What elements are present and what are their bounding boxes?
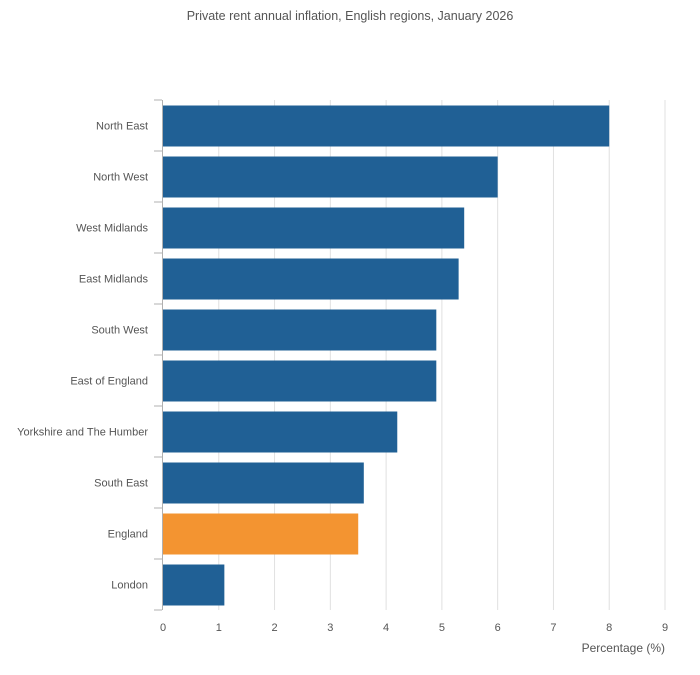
bar-yorkshire-and-the-humber bbox=[163, 411, 398, 453]
x-tick-label: 2 bbox=[271, 622, 277, 634]
x-tick-label: 9 bbox=[662, 622, 668, 634]
bar-south-west bbox=[163, 309, 437, 351]
x-tick-label: 7 bbox=[550, 622, 556, 634]
chart-title: Private rent annual inflation, English r… bbox=[187, 9, 514, 23]
bar-london bbox=[163, 564, 225, 606]
x-tick-label: 1 bbox=[216, 622, 222, 634]
x-tick-label: 3 bbox=[327, 622, 333, 634]
bar-south-east bbox=[163, 462, 364, 504]
category-label: London bbox=[111, 580, 148, 592]
category-labels: North East North West West Midlands East Mi… bbox=[17, 121, 148, 592]
bar-east-of-england bbox=[163, 360, 437, 402]
category-label: Yorkshire and The Humber bbox=[17, 427, 148, 439]
bar-north-west bbox=[163, 156, 498, 198]
bar-north-east bbox=[163, 105, 610, 147]
category-label: South West bbox=[91, 325, 148, 337]
x-axis-title: Percentage (%) bbox=[582, 641, 665, 655]
bar-england bbox=[163, 513, 359, 555]
x-tick-label: 6 bbox=[495, 622, 501, 634]
x-tick-label: 5 bbox=[439, 622, 445, 634]
category-label: North West bbox=[93, 172, 148, 184]
axes bbox=[154, 99, 163, 611]
category-label: North East bbox=[96, 121, 148, 133]
bar-east-midlands bbox=[163, 258, 459, 300]
bar-west-midlands bbox=[163, 207, 465, 249]
category-label: England bbox=[108, 529, 148, 541]
x-tick-label: 4 bbox=[383, 622, 389, 634]
bars bbox=[163, 105, 610, 606]
x-tick-label: 8 bbox=[606, 622, 612, 634]
x-tick-label: 0 bbox=[160, 622, 166, 634]
category-label: South East bbox=[94, 478, 148, 490]
category-label: East of England bbox=[70, 376, 148, 388]
x-tick-labels: 0 1 2 3 4 5 6 7 8 9 bbox=[160, 622, 668, 634]
category-label: East Midlands bbox=[79, 274, 149, 286]
category-label: West Midlands bbox=[76, 223, 148, 235]
